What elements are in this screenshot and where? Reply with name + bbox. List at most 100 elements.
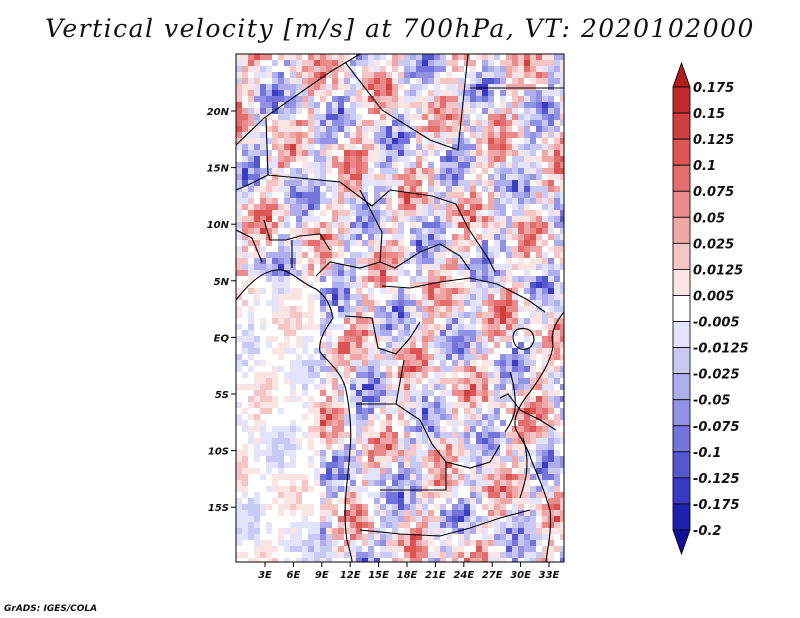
field-cell [434, 372, 440, 378]
field-cell [362, 78, 368, 84]
field-cell [314, 66, 320, 72]
lon-tick-label: 24E [453, 570, 474, 581]
field-cell [326, 222, 332, 228]
field-cell [386, 462, 392, 468]
field-cell [470, 228, 476, 234]
field-cell [434, 222, 440, 228]
field-cell [500, 420, 506, 426]
border-1 [236, 54, 361, 146]
field-cell [434, 114, 440, 120]
field-cell [362, 240, 368, 246]
field-cell [452, 60, 458, 66]
field-cell [362, 180, 368, 186]
field-cell [404, 462, 410, 468]
field-cell [344, 180, 350, 186]
field-cell [446, 204, 452, 210]
field-cell [356, 168, 362, 174]
field-cell [536, 168, 542, 174]
field-cell [254, 204, 260, 210]
field-cell [332, 336, 338, 342]
field-cell [236, 414, 242, 420]
field-cell [266, 318, 272, 324]
field-cell [284, 528, 290, 534]
field-cell [482, 264, 488, 270]
field-cell [554, 126, 560, 132]
field-cell [452, 498, 458, 504]
field-cell [452, 108, 458, 114]
field-cell [488, 492, 494, 498]
field-cell [362, 120, 368, 126]
field-cell [248, 498, 254, 504]
field-cell [344, 150, 350, 156]
field-cell [440, 558, 446, 562]
field-cell [296, 444, 302, 450]
border-15 [499, 393, 557, 431]
field-cell [482, 348, 488, 354]
field-cell [302, 390, 308, 396]
field-cell [458, 414, 464, 420]
field-cell [428, 360, 434, 366]
field-cell [236, 72, 242, 78]
field-cell [326, 90, 332, 96]
field-cell [242, 132, 248, 138]
field-cell [482, 198, 488, 204]
field-cell [494, 414, 500, 420]
field-cell [428, 168, 434, 174]
field-cell [362, 342, 368, 348]
field-cell [428, 420, 434, 426]
field-cell [302, 546, 308, 552]
field-cell [272, 234, 278, 240]
field-cell [536, 540, 542, 546]
field-cell [536, 480, 542, 486]
field-cell [380, 120, 386, 126]
field-cell [560, 174, 564, 180]
field-cell [440, 198, 446, 204]
field-cell [284, 228, 290, 234]
field-cell [302, 180, 308, 186]
field-cell [434, 438, 440, 444]
field-cell [428, 534, 434, 540]
field-cell [302, 264, 308, 270]
field-cell [434, 420, 440, 426]
field-cell [410, 138, 416, 144]
field-cell [356, 390, 362, 396]
field-cell [392, 408, 398, 414]
field-cell [500, 384, 506, 390]
field-cell [320, 60, 326, 66]
field-cell [374, 90, 380, 96]
field-cell [350, 342, 356, 348]
field-cell [500, 174, 506, 180]
field-cell [500, 180, 506, 186]
field-cell [560, 276, 564, 282]
field-cell [296, 510, 302, 516]
field-cell [266, 198, 272, 204]
field-cell [260, 438, 266, 444]
field-cell [428, 552, 434, 558]
field-cell [332, 540, 338, 546]
field-cell [356, 60, 362, 66]
field-cell [362, 102, 368, 108]
field-cell [278, 288, 284, 294]
field-cell [554, 354, 560, 360]
field-cell [344, 324, 350, 330]
field-cell [248, 552, 254, 558]
field-cell [236, 432, 242, 438]
field-cell [524, 510, 530, 516]
field-cell [422, 168, 428, 174]
field-cell [512, 324, 518, 330]
field-cell [512, 348, 518, 354]
field-cell [332, 468, 338, 474]
field-cell [260, 102, 266, 108]
field-cell [380, 492, 386, 498]
field-cell [446, 300, 452, 306]
field-cell [296, 96, 302, 102]
field-cell [470, 408, 476, 414]
colorbar-label: -0.175 [693, 498, 740, 513]
field-cell [374, 318, 380, 324]
field-cell [308, 468, 314, 474]
field-cell [518, 510, 524, 516]
field-cell [440, 318, 446, 324]
field-cell [398, 246, 404, 252]
field-cell [236, 288, 242, 294]
field-cell [446, 210, 452, 216]
